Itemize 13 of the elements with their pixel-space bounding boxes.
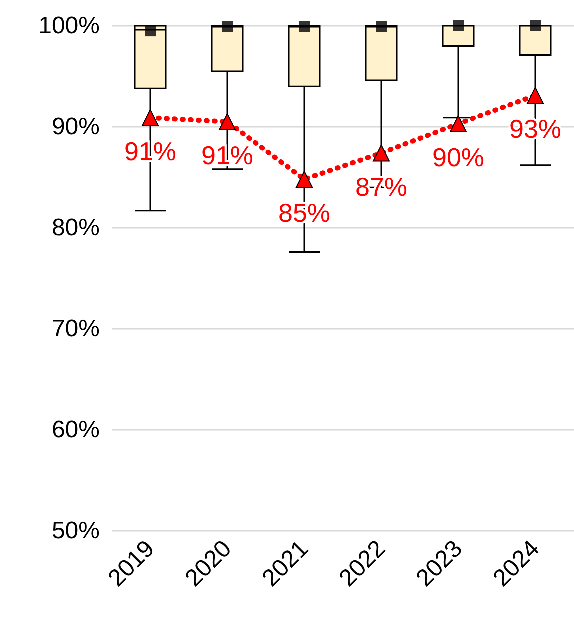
point (527, 87, 544, 104)
y-tick-label: 90% (52, 114, 100, 140)
y-tick-label: 50% (52, 518, 100, 544)
data-label: 90% (432, 142, 485, 172)
point (142, 109, 159, 126)
point (373, 144, 390, 162)
y-tick-label: 100% (38, 12, 100, 40)
point (450, 115, 467, 132)
y-tick-label: 80% (52, 214, 100, 242)
point (296, 171, 313, 188)
y-tick-label: 70% (52, 316, 100, 342)
point (219, 113, 236, 130)
y-tick-label: 60% (52, 416, 100, 444)
